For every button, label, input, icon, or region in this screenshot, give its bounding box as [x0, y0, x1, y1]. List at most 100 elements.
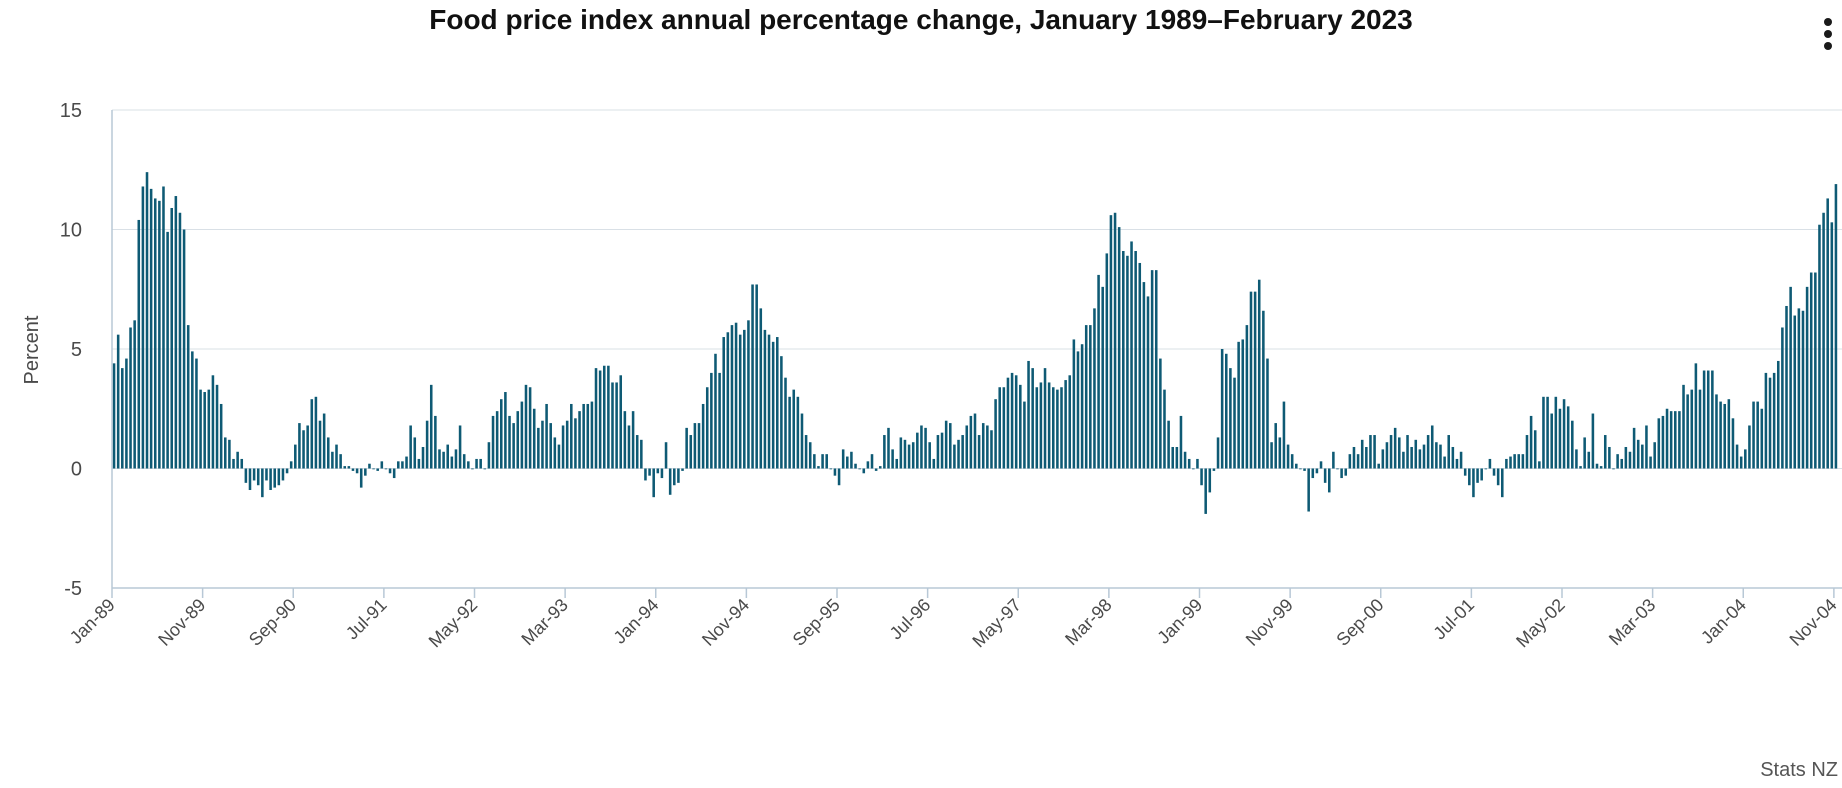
bar: [1522, 454, 1525, 468]
bar: [1221, 349, 1224, 469]
bar: [1460, 452, 1463, 469]
x-tick-label: Mar-03: [1605, 595, 1659, 649]
bar: [805, 435, 808, 468]
bar: [1789, 287, 1792, 469]
bar: [801, 414, 804, 469]
bar: [451, 457, 454, 469]
bar: [1645, 425, 1648, 468]
bar: [595, 368, 598, 468]
bar: [1468, 469, 1471, 486]
bar: [1439, 445, 1442, 469]
bar: [203, 392, 206, 468]
bar: [1427, 435, 1430, 468]
bar: [731, 325, 734, 468]
bar: [1196, 459, 1199, 469]
bar: [1732, 418, 1735, 468]
bar: [1307, 469, 1310, 512]
bar: [1616, 454, 1619, 468]
bar: [1262, 311, 1265, 469]
y-tick-label: 10: [60, 220, 82, 242]
bar: [1200, 469, 1203, 486]
bar: [385, 469, 388, 470]
bar: [409, 425, 412, 468]
bar: [1279, 437, 1282, 468]
bar: [1769, 378, 1772, 469]
bar: [599, 371, 602, 469]
bar: [644, 469, 647, 481]
bar: [1596, 464, 1599, 469]
bar: [607, 366, 610, 469]
y-tick-label: 0: [71, 459, 82, 481]
bar: [1534, 430, 1537, 468]
bar: [867, 461, 870, 468]
bar: [1649, 457, 1652, 469]
bar: [920, 425, 923, 468]
bar: [512, 423, 515, 468]
bar: [208, 390, 211, 469]
bar: [611, 382, 614, 468]
bar: [1176, 447, 1179, 469]
bar: [253, 469, 256, 481]
bar: [657, 469, 660, 474]
bar: [813, 454, 816, 468]
bar: [1485, 469, 1488, 470]
bar: [1295, 464, 1298, 469]
bar: [1171, 447, 1174, 469]
bar: [1711, 371, 1714, 469]
bar: [1027, 361, 1030, 469]
bar: [484, 469, 487, 470]
bar: [1612, 469, 1615, 470]
bar: [760, 308, 763, 468]
bar: [545, 404, 548, 469]
bar: [446, 445, 449, 469]
bar: [961, 435, 964, 468]
bar: [1386, 442, 1389, 468]
x-tick-label: Nov-94: [698, 595, 753, 650]
bar: [1690, 390, 1693, 469]
bar: [150, 189, 153, 469]
bar: [1822, 213, 1825, 469]
bar: [265, 469, 268, 481]
bar: [986, 425, 989, 468]
bar: [529, 387, 532, 468]
x-tick-label: Nov-89: [154, 595, 209, 650]
bar: [335, 445, 338, 469]
bar: [1625, 447, 1628, 469]
bar: [912, 442, 915, 468]
bar: [850, 452, 853, 469]
bar: [240, 459, 243, 469]
bar: [702, 404, 705, 469]
bar: [965, 425, 968, 468]
bar: [904, 440, 907, 469]
bar: [389, 469, 392, 474]
bar: [875, 469, 878, 471]
bar: [1579, 466, 1582, 468]
bar: [162, 186, 165, 468]
bar: [170, 208, 173, 469]
bar: [1765, 373, 1768, 469]
bar: [1559, 409, 1562, 469]
bars: [113, 172, 1837, 514]
bar: [1382, 449, 1385, 468]
y-tick-label: 5: [71, 339, 82, 361]
bar: [533, 409, 536, 469]
bar: [1480, 469, 1483, 481]
bar: [727, 332, 730, 468]
bar: [1365, 447, 1368, 469]
bar: [768, 335, 771, 469]
bar: [1831, 222, 1834, 468]
bar: [624, 411, 627, 468]
bar: [1394, 428, 1397, 469]
bar: [1703, 371, 1706, 469]
bar: [187, 325, 190, 468]
bar: [1501, 469, 1504, 498]
bar: [718, 373, 721, 469]
bar: [1744, 449, 1747, 468]
bar: [1641, 445, 1644, 469]
bar: [1291, 454, 1294, 468]
bar: [138, 220, 141, 469]
bar: [282, 469, 285, 481]
bar: [1143, 282, 1146, 468]
bar: [1369, 435, 1372, 468]
bar: [278, 469, 281, 486]
